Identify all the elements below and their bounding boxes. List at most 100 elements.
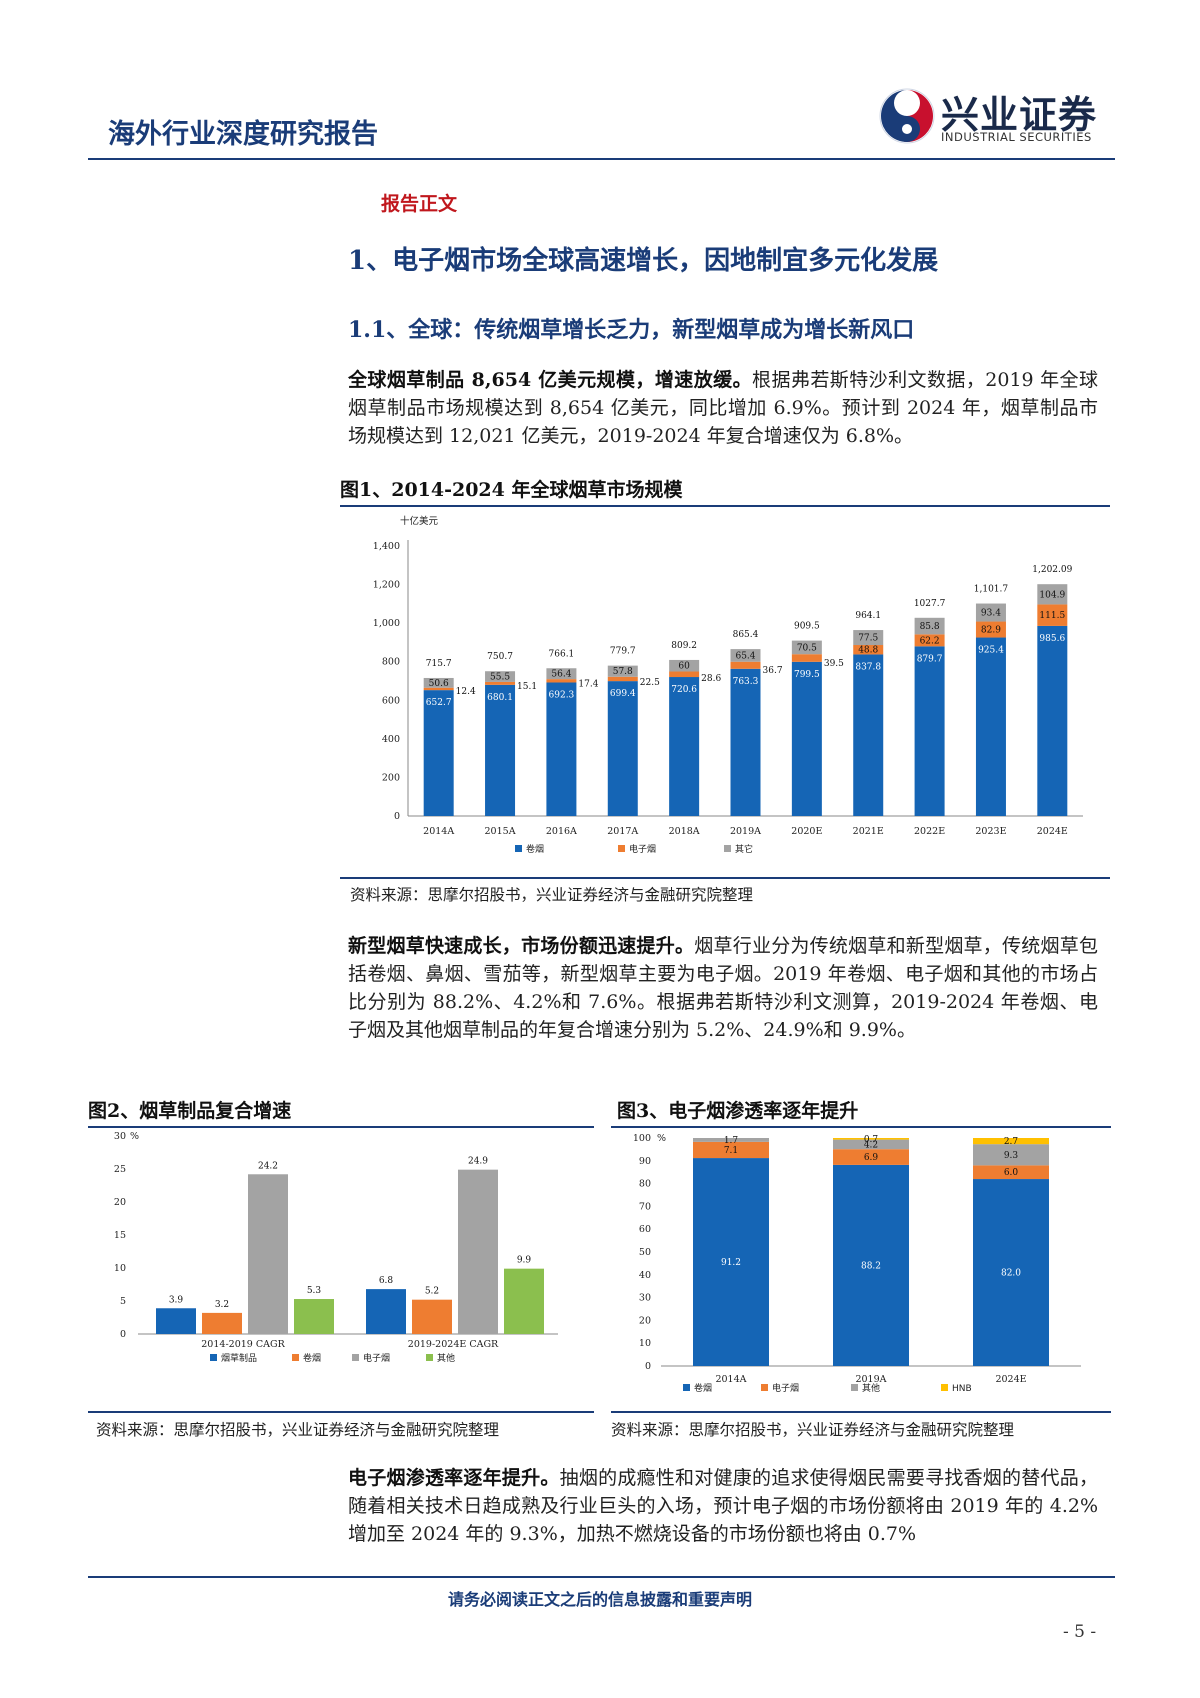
bar-3 — [504, 1268, 544, 1334]
data-label-ecig: 22.5 — [640, 678, 660, 688]
bar-segment-cigarette — [423, 690, 454, 816]
y-tick-label: 40 — [639, 1270, 651, 1281]
y-tick-label: 200 — [382, 772, 400, 783]
y-tick-label: 0 — [394, 811, 400, 822]
figure-3-top-rule — [611, 1126, 1111, 1128]
legend-swatch — [618, 845, 625, 852]
figure-2-chart: 0 5 10 15 20 25 30 % 3.9 3.2 24.2 5.3 2014-2019 CAGR… — [114, 1131, 558, 1364]
data-label: 88.2 — [861, 1261, 881, 1271]
x-tick-label: 2024E — [1037, 826, 1068, 837]
paragraph-lead: 电子烟渗透率逐年提升。 — [348, 1467, 560, 1489]
data-label: 91.2 — [721, 1258, 741, 1268]
y-tick-label: 10 — [114, 1263, 126, 1274]
data-label: 5.2 — [425, 1287, 439, 1297]
data-label-ecig: 17.4 — [578, 679, 598, 689]
paragraph-new-tobacco: 新型烟草快速成长，市场份额迅速提升。烟草行业分为传统烟草和新型烟草，传统烟草包括… — [348, 932, 1098, 1044]
y-tick-label: 20 — [639, 1315, 651, 1326]
bar-segment-ecig — [853, 645, 884, 655]
bar-segment-cigarette — [607, 681, 638, 816]
paragraph-body: 根据弗若斯特沙利文数据，2019 年全球烟草制品市场规模达到 8,654 亿美元… — [348, 369, 1098, 447]
bar-segment-other — [730, 649, 761, 662]
bar-segment-cigarette — [485, 684, 516, 816]
data-label-total: 1,101.7 — [974, 585, 1009, 595]
legend-swatch — [683, 1384, 690, 1391]
footer-divider — [88, 1576, 1115, 1578]
bar-segment-ecig — [791, 654, 822, 662]
figure-2-bottom-rule — [88, 1411, 594, 1413]
bar-segment-0 — [973, 1179, 1049, 1366]
bar-segment-2 — [693, 1138, 769, 1142]
legend-swatch — [851, 1384, 858, 1391]
logo-mark-icon — [879, 88, 935, 144]
data-label-cigarette: 985.6 — [1039, 634, 1065, 644]
legend-label: 电子烟 — [363, 1352, 390, 1364]
bar-segment-2 — [973, 1144, 1049, 1166]
bar-0 — [366, 1289, 406, 1334]
legend-swatch — [292, 1354, 299, 1361]
bar-segment-other — [1037, 584, 1068, 605]
y-tick-label: 600 — [382, 695, 400, 706]
bar-segment-cigarette — [730, 668, 761, 816]
figure-3-bottom-rule — [611, 1411, 1111, 1413]
figure-3-source: 资料来源：思摩尔招股书，兴业证券经济与金融研究院整理 — [611, 1421, 1015, 1439]
bar-segment-cigarette — [853, 654, 884, 816]
y-axis-unit: % — [130, 1131, 139, 1142]
data-label: 24.9 — [468, 1157, 488, 1167]
bar-segment-ecig — [546, 679, 577, 683]
x-tick-label: 2018A — [669, 826, 700, 837]
data-label-other: 65.4 — [735, 651, 755, 661]
x-tick-label: 2019-2024E CAGR — [408, 1339, 499, 1350]
data-label-other: 57.8 — [613, 667, 633, 677]
data-label-cigarette: 799.5 — [794, 670, 820, 680]
figure-1-title: 图1、2014-2024 年全球烟草市场规模 — [340, 479, 683, 501]
y-tick-label: 1,000 — [373, 618, 400, 629]
bar-segment-cigarette — [791, 661, 822, 816]
heading-2: 1.1、全球：传统烟草增长乏力，新型烟草成为增长新风口 — [348, 317, 915, 343]
bar-segment-ecig — [423, 687, 454, 691]
page-number: - 5 - — [1063, 1622, 1097, 1642]
bar-segment-ecig — [975, 621, 1006, 638]
section-label: 报告正文 — [381, 193, 458, 215]
data-label-total: 1027.7 — [914, 599, 946, 609]
data-label-ecig: 39.5 — [824, 659, 844, 669]
bar-segment-cigarette — [1037, 625, 1068, 816]
legend-label: 卷烟 — [526, 843, 544, 855]
data-label-ecig: 12.4 — [456, 687, 476, 697]
legend-label: HNB — [952, 1384, 972, 1394]
paragraph-market-size: 全球烟草制品 8,654 亿美元规模，增速放缓。根据弗若斯特沙利文数据，2019… — [348, 366, 1098, 450]
legend-label: 电子烟 — [772, 1382, 799, 1394]
bar-segment-other — [669, 659, 700, 672]
bar-segment-other — [485, 671, 516, 682]
bar-segment-1 — [973, 1165, 1049, 1180]
data-label-other: 56.4 — [551, 670, 571, 680]
data-label: 24.2 — [258, 1161, 278, 1171]
bar-2 — [248, 1174, 288, 1334]
x-tick-label: 2014A — [715, 1374, 746, 1385]
x-tick-label: 2016A — [546, 826, 577, 837]
y-tick-label: 25 — [114, 1164, 126, 1175]
figure-2-top-rule — [88, 1126, 594, 1128]
data-label-cigarette: 692.3 — [549, 690, 575, 700]
data-label: 82.0 — [1001, 1269, 1021, 1279]
data-label-other: 77.5 — [858, 634, 878, 644]
data-label-cigarette: 879.7 — [917, 654, 943, 664]
legend-swatch — [515, 845, 522, 852]
y-tick-label: 80 — [639, 1179, 651, 1190]
bar-segment-ecig — [485, 681, 516, 685]
data-label-ecig: 15.1 — [517, 682, 537, 692]
y-tick-label: 20 — [114, 1197, 126, 1208]
y-tick-label: 400 — [382, 734, 400, 745]
legend-label: 其它 — [735, 843, 753, 855]
bar-segment-1 — [693, 1141, 769, 1159]
bar-segment-ecig — [607, 676, 638, 682]
footer-disclaimer: 请务必阅读正文之后的信息披露和重要声明 — [447, 1590, 752, 1609]
data-label-total: 750.7 — [487, 652, 513, 662]
bar-segment-0 — [693, 1158, 769, 1366]
bar-segment-ecig — [914, 634, 945, 647]
data-label-ecig: 62.2 — [920, 636, 940, 646]
data-label-total: 766.1 — [549, 649, 575, 659]
y-tick-label: 0 — [645, 1361, 651, 1372]
figure-1-top-rule — [340, 505, 1110, 507]
y-tick-label: 90 — [639, 1156, 651, 1167]
y-axis-unit: % — [657, 1133, 666, 1144]
